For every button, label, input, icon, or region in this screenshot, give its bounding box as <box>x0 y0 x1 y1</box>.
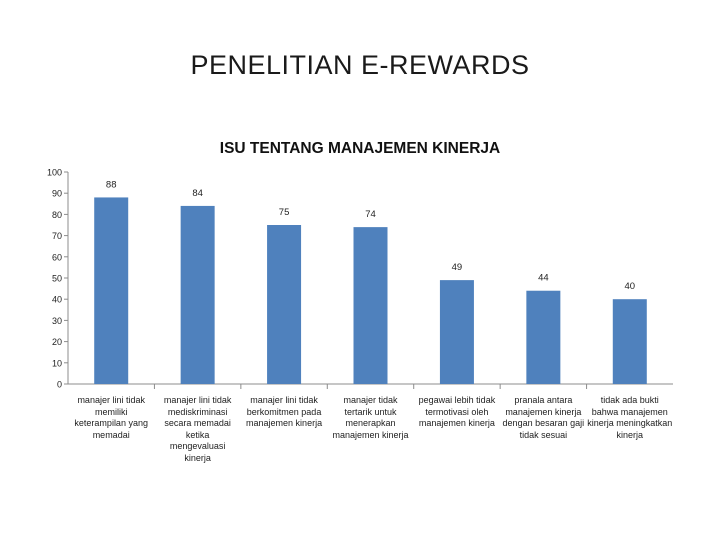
bar <box>353 227 388 384</box>
y-tick-label: 0 <box>57 380 62 390</box>
y-tick-label: 100 <box>47 168 62 178</box>
y-tick-label: 70 <box>52 231 62 241</box>
bar <box>439 280 474 384</box>
data-label: 88 <box>106 179 117 190</box>
bar <box>267 225 302 384</box>
bar <box>612 299 647 384</box>
x-category-label: manajer tidak tertarik untuk menerapkan man… <box>332 395 409 440</box>
y-tick-label: 50 <box>52 274 62 284</box>
data-label: 74 <box>365 209 376 220</box>
y-tick-label: 30 <box>52 316 62 326</box>
x-category-label: manajer lini tidak mediskriminasi secara m… <box>163 395 232 463</box>
y-tick-label: 10 <box>52 358 62 368</box>
y-tick-label: 40 <box>52 295 62 305</box>
data-label: 75 <box>279 207 290 218</box>
x-category-label: manajer lini tidak memiliki keterampilan y… <box>74 395 148 440</box>
x-category-label: manajer lini tidak berkomitmen pada manaje… <box>246 395 323 428</box>
x-category-label: tidak ada bukti bahwa manajemen kinerja me… <box>587 395 673 440</box>
slide-title: PENELITIAN E-REWARDS <box>190 50 530 80</box>
bar <box>94 197 129 384</box>
chart-title: ISU TENTANG MANAJEMEN KINERJA <box>220 140 500 157</box>
x-category-label: pegawai lebih tidak termotivasi oleh manaj… <box>418 395 496 428</box>
y-tick-label: 80 <box>52 210 62 220</box>
bar <box>180 205 215 384</box>
data-label: 44 <box>538 273 549 284</box>
y-tick-label: 90 <box>52 189 62 199</box>
data-label: 49 <box>452 262 463 273</box>
y-tick-label: 60 <box>52 252 62 262</box>
bar <box>526 290 561 384</box>
data-label: 84 <box>192 188 203 199</box>
y-tick-label: 20 <box>52 337 62 347</box>
x-category-label: pranala antara manajemen kinerja dengan be… <box>502 395 585 440</box>
data-label: 40 <box>624 281 635 292</box>
